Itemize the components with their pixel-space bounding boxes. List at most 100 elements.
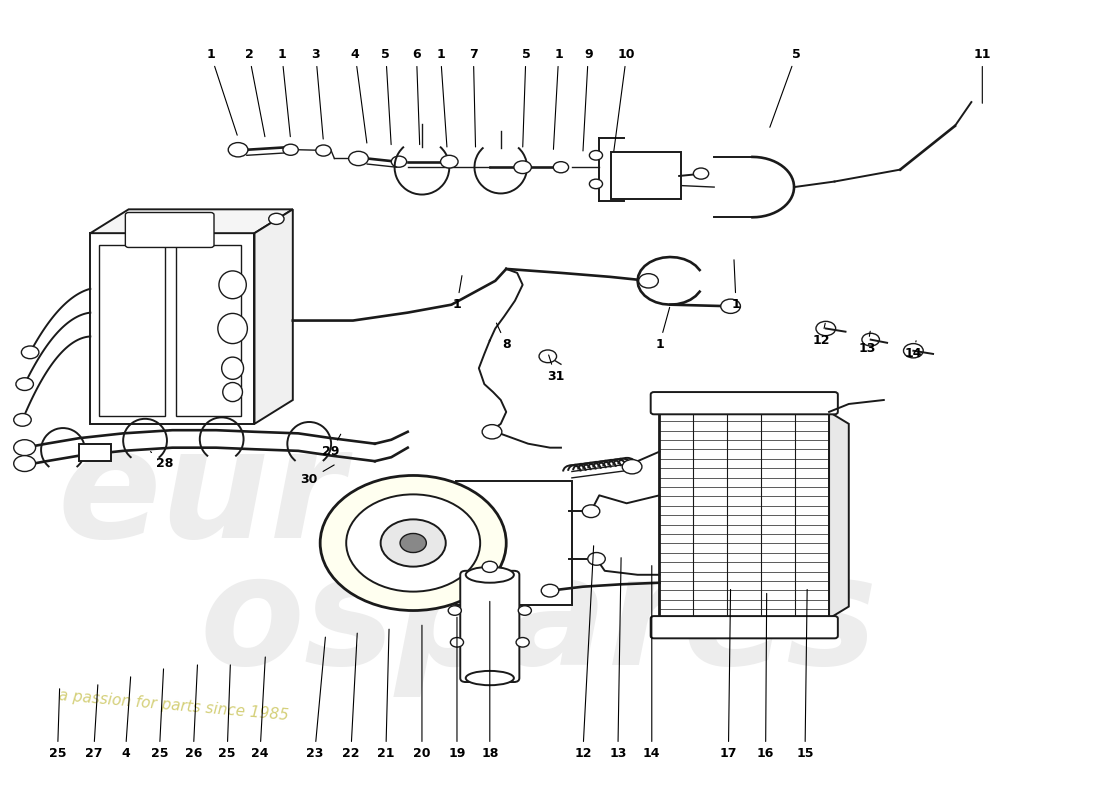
Text: 12: 12 [574,546,594,760]
Text: 29: 29 [322,434,341,458]
Circle shape [539,350,557,362]
Text: 16: 16 [757,594,774,760]
Circle shape [482,425,502,439]
Circle shape [590,179,603,189]
Circle shape [441,155,458,168]
Ellipse shape [465,671,514,686]
Text: 8: 8 [496,323,510,351]
Text: 2: 2 [244,48,265,137]
Text: 1: 1 [452,276,462,311]
Text: 5: 5 [521,48,530,147]
Circle shape [13,414,31,426]
Ellipse shape [222,357,243,379]
Text: 3: 3 [311,48,323,139]
Circle shape [582,505,600,518]
Text: 22: 22 [342,633,360,760]
Text: 14: 14 [644,566,660,760]
Circle shape [228,142,248,157]
Circle shape [316,145,331,156]
Text: 27: 27 [85,685,102,760]
Circle shape [693,168,708,179]
Circle shape [587,553,605,566]
Polygon shape [254,210,293,424]
Text: 7: 7 [469,48,477,147]
Text: eur: eur [57,421,345,570]
Circle shape [13,456,35,471]
Text: 1: 1 [656,307,670,351]
Circle shape [639,274,658,288]
Text: 1: 1 [207,48,238,135]
Circle shape [448,606,461,615]
FancyBboxPatch shape [125,213,214,247]
FancyBboxPatch shape [456,481,572,605]
Text: 20: 20 [414,626,431,760]
Circle shape [518,606,531,615]
Circle shape [381,519,446,566]
Text: 4: 4 [351,48,367,143]
Circle shape [623,459,642,474]
Text: 14: 14 [904,341,922,361]
Circle shape [514,161,531,174]
Polygon shape [829,412,849,618]
Circle shape [400,534,427,553]
Circle shape [392,156,407,167]
Text: 18: 18 [481,602,498,760]
Circle shape [268,214,284,225]
Circle shape [450,638,463,647]
Bar [659,412,829,618]
FancyBboxPatch shape [651,392,838,414]
Text: 28: 28 [151,452,174,470]
Text: 1: 1 [553,48,563,150]
Text: 9: 9 [583,48,593,151]
Ellipse shape [218,314,248,343]
Text: 23: 23 [306,637,326,760]
Circle shape [320,475,506,610]
Bar [176,245,241,416]
Text: 15: 15 [796,590,814,760]
Circle shape [553,162,569,173]
Text: 25: 25 [219,665,235,760]
Circle shape [283,144,298,155]
Text: 1: 1 [732,260,740,311]
Circle shape [482,562,497,572]
FancyBboxPatch shape [460,571,519,682]
Circle shape [21,346,38,358]
Circle shape [349,151,368,166]
Circle shape [720,299,740,314]
Text: 6: 6 [412,48,421,145]
Text: 25: 25 [151,669,168,760]
Text: 30: 30 [300,465,334,486]
FancyBboxPatch shape [612,152,681,199]
Text: a passion for parts since 1985: a passion for parts since 1985 [57,688,289,723]
Text: 5: 5 [382,48,392,145]
Text: 19: 19 [449,618,465,760]
Text: 1: 1 [437,48,447,147]
Text: 25: 25 [48,689,66,760]
Ellipse shape [223,382,242,402]
Circle shape [862,334,879,346]
Text: 12: 12 [813,323,830,347]
Text: ospares: ospares [200,548,878,697]
Bar [99,245,165,416]
Circle shape [13,440,35,456]
Text: 10: 10 [614,48,636,151]
Text: 24: 24 [251,657,268,760]
Text: 13: 13 [609,558,627,760]
Circle shape [903,343,923,358]
FancyBboxPatch shape [79,444,111,461]
Text: 17: 17 [719,590,737,760]
Ellipse shape [219,271,246,298]
Text: 13: 13 [859,331,876,355]
Text: 21: 21 [377,629,395,760]
Polygon shape [90,233,254,424]
Text: 26: 26 [185,665,202,760]
Text: 31: 31 [547,355,564,382]
Circle shape [346,494,481,592]
Circle shape [15,378,33,390]
Text: 1: 1 [277,48,290,137]
Circle shape [516,638,529,647]
Circle shape [816,322,836,336]
Circle shape [541,584,559,597]
Circle shape [590,150,603,160]
Text: 4: 4 [121,677,131,760]
